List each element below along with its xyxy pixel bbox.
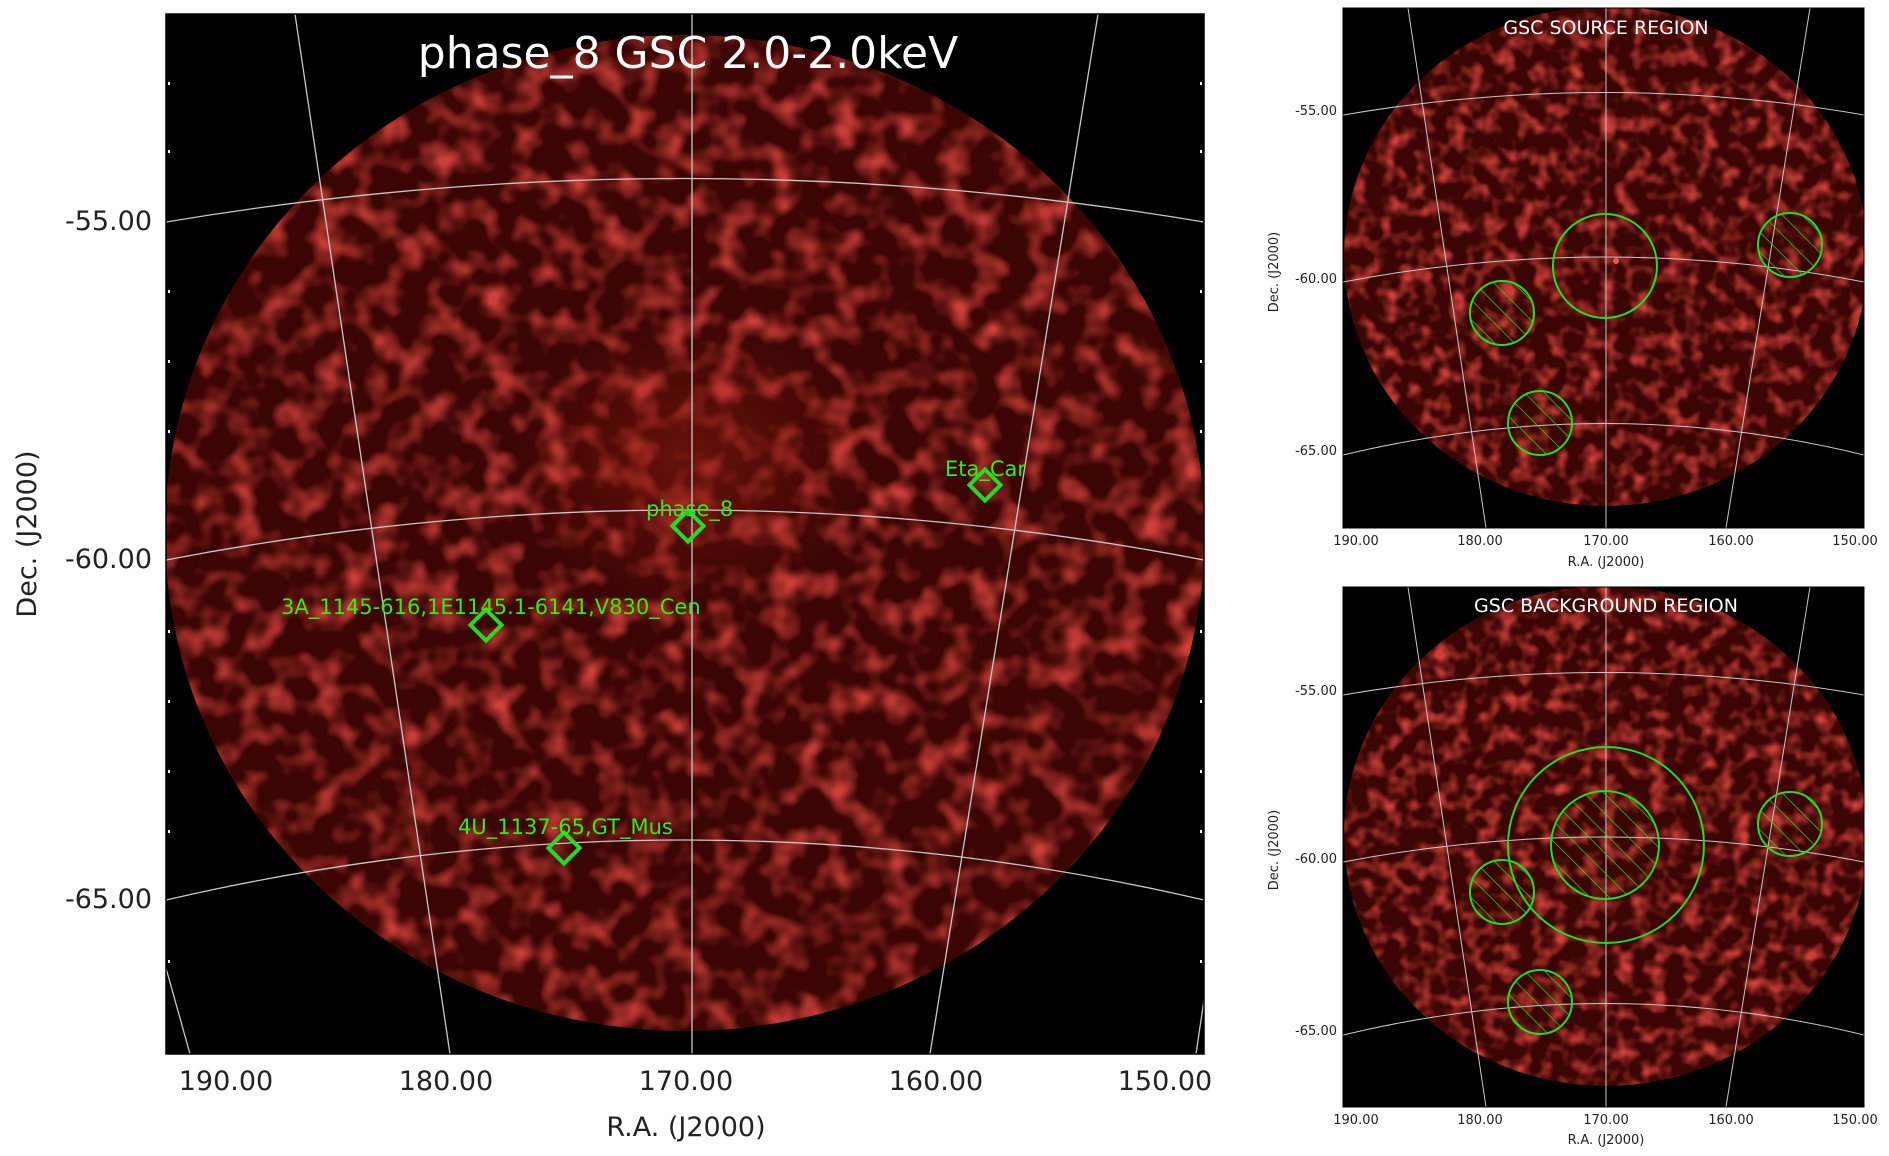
source-ylabel: Dec. (J2000) bbox=[1267, 232, 1282, 312]
background-region-panel: GSC BACKGROUND REGION -55.00 -60.00 -65.… bbox=[1250, 578, 1889, 1156]
source-xtick-label: 180.00 bbox=[1457, 534, 1503, 549]
source-region-circle bbox=[1552, 213, 1658, 319]
main-panel: Eta_Car phase_8 3A_1145-616,1E1145.1-614… bbox=[12, 13, 1212, 1143]
source-marker-4u-1137 bbox=[545, 829, 583, 867]
source-panel-title: GSC SOURCE REGION bbox=[1503, 17, 1708, 39]
main-xlabel: R.A. (J2000) bbox=[606, 1112, 765, 1143]
main-ytick-label: -60.00 bbox=[65, 544, 152, 575]
source-label-phase-8: phase_8 bbox=[646, 497, 733, 522]
main-image-svg: Eta_Car phase_8 3A_1145-616,1E1145.1-614… bbox=[12, 13, 1212, 1143]
main-ylabel: Dec. (J2000) bbox=[12, 450, 43, 617]
background-xtick-label: 190.00 bbox=[1333, 1113, 1379, 1128]
source-label-4u-1137: 4U_1137-65,GT_Mus bbox=[458, 815, 673, 840]
source-xtick-label: 170.00 bbox=[1583, 534, 1629, 549]
main-xtick-label: 190.00 bbox=[179, 1066, 273, 1097]
source-label-3a-1145: 3A_1145-616,1E1145.1-6141,V830_Cen bbox=[281, 595, 701, 620]
source-region-panel: GSC SOURCE REGION -55.00 -60.00 -65.00 1… bbox=[1250, 0, 1889, 578]
background-ytick-label: -60.00 bbox=[1295, 852, 1337, 867]
main-emission-disk bbox=[166, 35, 1204, 1031]
main-title: phase_8 GSC 2.0-2.0keV bbox=[418, 28, 958, 79]
background-exclusion-circle bbox=[1469, 859, 1535, 925]
background-regions bbox=[1469, 746, 1823, 1035]
background-exclusion-circle bbox=[1757, 791, 1823, 857]
source-xtick-label: 190.00 bbox=[1333, 534, 1379, 549]
source-ytick-label: -55.00 bbox=[1295, 104, 1337, 119]
background-xtick-label: 160.00 bbox=[1708, 1113, 1754, 1128]
source-xtick-label: 160.00 bbox=[1708, 534, 1754, 549]
main-frame-ticks bbox=[168, 82, 1202, 963]
background-panel-title: GSC BACKGROUND REGION bbox=[1474, 595, 1738, 617]
background-ytick-label: -55.00 bbox=[1295, 684, 1337, 699]
source-ytick-label: -60.00 bbox=[1295, 272, 1337, 287]
source-xtick-label: 150.00 bbox=[1832, 534, 1878, 549]
main-xtick-label: 180.00 bbox=[399, 1066, 493, 1097]
background-exclusion-circle bbox=[1757, 212, 1823, 278]
main-grid bbox=[166, 14, 1204, 1054]
background-exclusion-circle bbox=[1469, 280, 1535, 346]
source-marker-phase-8 bbox=[669, 507, 707, 545]
source-marker-3a-1145 bbox=[467, 606, 505, 644]
main-xtick-label: 150.00 bbox=[1118, 1066, 1212, 1097]
main-ytick-label: -55.00 bbox=[65, 206, 152, 237]
background-annulus-outer bbox=[1507, 746, 1705, 944]
main-ytick-label: -65.00 bbox=[65, 884, 152, 915]
source-regions bbox=[1469, 212, 1823, 456]
background-xtick-label: 180.00 bbox=[1457, 1113, 1503, 1128]
source-ytick-label: -65.00 bbox=[1295, 444, 1337, 459]
background-exclusion-circle bbox=[1507, 969, 1573, 1035]
background-xtick-label: 150.00 bbox=[1832, 1113, 1878, 1128]
source-xlabel: R.A. (J2000) bbox=[1568, 555, 1645, 570]
background-ytick-label: -65.00 bbox=[1295, 1024, 1337, 1039]
background-region-svg: GSC BACKGROUND REGION -55.00 -60.00 -65.… bbox=[1267, 586, 1878, 1148]
background-exclusion-circle bbox=[1550, 790, 1660, 900]
source-marker-eta-car bbox=[966, 466, 1004, 504]
background-xtick-label: 170.00 bbox=[1583, 1113, 1629, 1128]
main-xtick-label: 160.00 bbox=[889, 1066, 983, 1097]
background-xlabel: R.A. (J2000) bbox=[1568, 1133, 1645, 1148]
main-xtick-label: 170.00 bbox=[639, 1066, 733, 1097]
source-region-svg: GSC SOURCE REGION -55.00 -60.00 -65.00 1… bbox=[1267, 7, 1878, 570]
background-exclusion-circle bbox=[1507, 390, 1573, 456]
background-ylabel: Dec. (J2000) bbox=[1267, 810, 1282, 890]
source-label-eta-car: Eta_Car bbox=[945, 457, 1026, 482]
